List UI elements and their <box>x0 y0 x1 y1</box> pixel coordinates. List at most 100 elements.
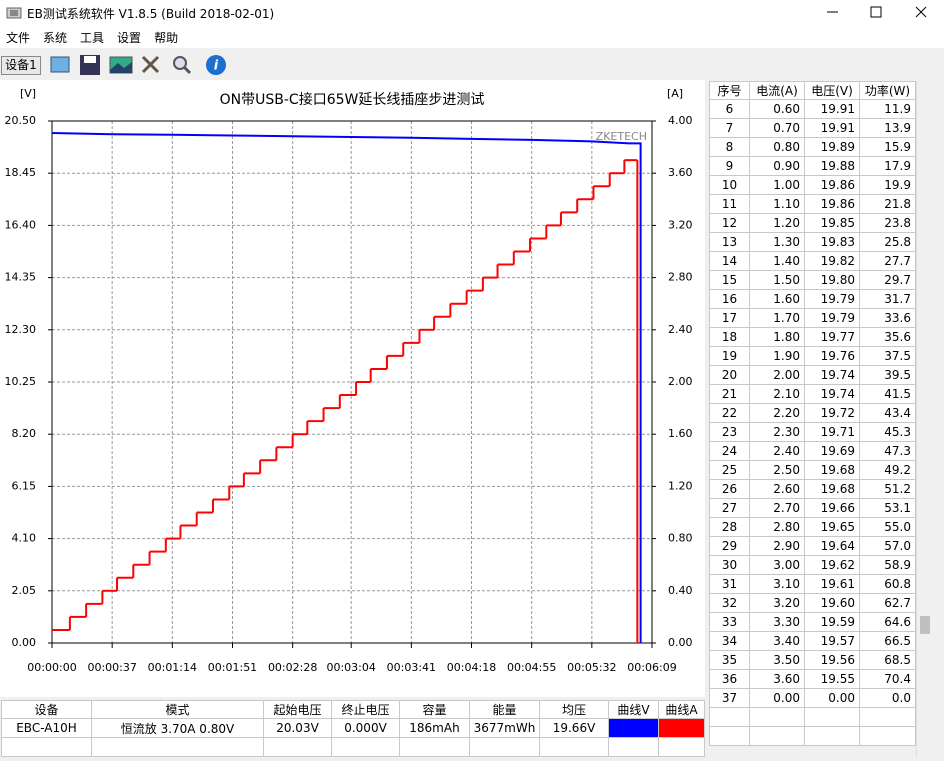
table-cell: 3.30 <box>749 612 805 632</box>
table-cell: 17 <box>709 308 750 328</box>
table-cell <box>539 737 609 757</box>
column-header: 曲线A <box>658 700 705 719</box>
table-cell: 39.5 <box>859 365 916 385</box>
table-row: 22 2.20 19.72 43.4 <box>709 403 916 423</box>
table-cell: 1.10 <box>749 194 805 214</box>
window-controls[interactable] <box>810 0 944 26</box>
table-cell: 1.40 <box>749 251 805 271</box>
table-cell: 25.8 <box>859 232 916 252</box>
column-header: 起始电压 <box>263 700 332 719</box>
table-row: 6 0.60 19.91 11.9 <box>709 99 916 119</box>
table-row: 27 2.70 19.66 53.1 <box>709 498 916 518</box>
table-cell: 15.9 <box>859 137 916 157</box>
table-cell: 53.1 <box>859 498 916 518</box>
table-cell: 23.8 <box>859 213 916 233</box>
table-cell: 0.0 <box>859 688 916 708</box>
table-cell: 11 <box>709 194 750 214</box>
table-cell: 62.7 <box>859 593 916 613</box>
table-cell: 1.60 <box>749 289 805 309</box>
y-tick-label: 16.40 <box>5 218 37 231</box>
x-tick-label: 00:00:00 <box>27 661 76 674</box>
table-row: 31 3.10 19.61 60.8 <box>709 574 916 594</box>
menu-item[interactable]: 设置 <box>117 31 142 45</box>
table-cell: 1.80 <box>749 327 805 347</box>
y-tick-label: 12.30 <box>5 323 37 336</box>
column-header: 能量 <box>469 700 540 719</box>
table-cell: 34 <box>709 631 750 651</box>
table-cell: 19.91 <box>804 118 860 138</box>
table-row: 36 3.60 19.55 70.4 <box>709 669 916 689</box>
y-tick-label: 14.35 <box>5 271 37 284</box>
table-cell: 2.30 <box>749 422 805 442</box>
table-cell: 2.20 <box>749 403 805 423</box>
table-cell: 7 <box>709 118 750 138</box>
table-cell: 60.8 <box>859 574 916 594</box>
table-row: 13 1.30 19.83 25.8 <box>709 232 916 252</box>
table-cell <box>859 726 916 746</box>
table-cell: 19.64 <box>804 536 860 556</box>
device-button[interactable]: 设备1 <box>1 56 41 75</box>
table-cell <box>804 707 860 727</box>
y2-tick-label: 1.60 <box>668 427 693 440</box>
app-icon <box>6 7 22 19</box>
table-cell: 27 <box>709 498 750 518</box>
menu-item[interactable]: 系统 <box>43 31 68 45</box>
scrollbar[interactable] <box>916 81 933 757</box>
x-tick-label: 00:04:18 <box>447 661 496 674</box>
table-cell: 19.69 <box>804 441 860 461</box>
table-cell: 43.4 <box>859 403 916 423</box>
table-cell: 17.9 <box>859 156 916 176</box>
table-cell: 19.72 <box>804 403 860 423</box>
table-cell: 21.8 <box>859 194 916 214</box>
table-cell: 19.76 <box>804 346 860 366</box>
table-cell: 0.70 <box>749 118 805 138</box>
table-cell <box>263 737 332 757</box>
table-cell: 20 <box>709 365 750 385</box>
table-cell: 19.66 <box>804 498 860 518</box>
scroll-thumb[interactable] <box>920 616 930 634</box>
table-cell: 25 <box>709 460 750 480</box>
y-axis-label: [V] <box>20 87 36 100</box>
toolbar-icons[interactable]: i <box>48 52 233 78</box>
y-tick-label: 10.25 <box>5 375 37 388</box>
table-cell: 6 <box>709 99 750 119</box>
table-cell: 3.60 <box>749 669 805 689</box>
table-cell: 19 <box>709 346 750 366</box>
table-cell: 31 <box>709 574 750 594</box>
x-tick-label: 00:03:41 <box>387 661 436 674</box>
y2-tick-label: 3.20 <box>668 218 693 231</box>
data-table: 序号 电流(A) 电压(V) 功率(W) 6 0.60 19.91 11.9 7 0.70 19.9… <box>709 81 916 746</box>
y-tick-label: 6.15 <box>12 479 37 492</box>
table-cell: 1.00 <box>749 175 805 195</box>
table-cell <box>749 726 805 746</box>
table-cell: 70.4 <box>859 669 916 689</box>
x-tick-label: 00:03:04 <box>326 661 375 674</box>
table-row: 18 1.80 19.77 35.6 <box>709 327 916 347</box>
table-cell: 14 <box>709 251 750 271</box>
table-cell: 11.9 <box>859 99 916 119</box>
menu-item[interactable]: 帮助 <box>154 31 179 45</box>
table-cell: 19.68 <box>804 479 860 499</box>
table-cell <box>749 707 805 727</box>
y2-tick-label: 2.80 <box>668 271 693 284</box>
table-cell <box>804 726 860 746</box>
table-cell: 19.79 <box>804 308 860 328</box>
table-row: 17 1.70 19.79 33.6 <box>709 308 916 328</box>
table-cell: 19.56 <box>804 650 860 670</box>
table-cell: 19.83 <box>804 232 860 252</box>
table-cell: 57.0 <box>859 536 916 556</box>
table-row: 7 0.70 19.91 13.9 <box>709 118 916 138</box>
table-row: 14 1.40 19.82 27.7 <box>709 251 916 271</box>
table-cell: 15 <box>709 270 750 290</box>
menu-item[interactable]: 工具 <box>80 31 105 45</box>
y2-tick-label: 0.40 <box>668 584 693 597</box>
menu-item[interactable]: 文件 <box>6 31 31 45</box>
x-tick-label: 00:02:28 <box>268 661 317 674</box>
table-cell: 19.80 <box>804 270 860 290</box>
table-row: 19 1.90 19.76 37.5 <box>709 346 916 366</box>
device-table: 设备 模式 起始电压 终止电压 容量 能量 均压 曲线V 曲线A EBC-A10H 恒流放 3.70… <box>1 700 705 757</box>
table-row <box>1 737 705 757</box>
table-row: 21 2.10 19.74 41.5 <box>709 384 916 404</box>
table-cell: 35 <box>709 650 750 670</box>
